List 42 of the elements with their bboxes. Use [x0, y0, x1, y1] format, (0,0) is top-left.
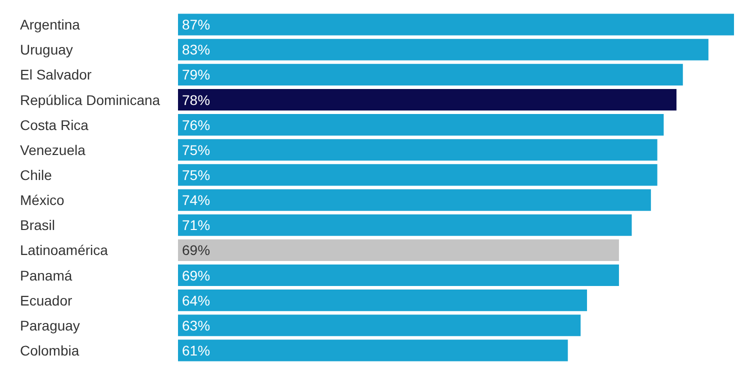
bar	[178, 314, 581, 336]
data-label: 83%	[182, 42, 210, 58]
y-tick-label: Costa Rica	[20, 116, 89, 133]
data-label: 64%	[182, 292, 210, 308]
data-label: 78%	[182, 92, 210, 108]
y-tick-label: Argentina	[20, 16, 80, 33]
bar	[178, 264, 619, 286]
y-tick-label: El Salvador	[20, 66, 92, 83]
bar	[178, 214, 632, 236]
bar	[178, 189, 651, 211]
bar	[178, 164, 658, 186]
bar	[178, 64, 683, 86]
y-tick-label: Venezuela	[20, 142, 86, 158]
y-tick-label: Latinoamérica	[20, 242, 108, 258]
data-label: 71%	[182, 217, 210, 234]
bar	[178, 340, 568, 362]
y-tick-label: Ecuador	[20, 292, 72, 308]
data-label: 75%	[182, 166, 210, 183]
y-tick-label: Uruguay	[20, 42, 73, 58]
y-tick-label: Panamá	[20, 267, 72, 284]
y-tick-label: Paraguay	[20, 317, 80, 334]
bar	[178, 290, 588, 312]
bar	[178, 139, 658, 161]
y-tick-label: República Dominicana	[20, 92, 160, 108]
data-label: 69%	[182, 267, 210, 284]
bar	[178, 14, 734, 36]
y-tick-label: México	[20, 192, 65, 208]
bar	[178, 239, 619, 261]
data-label: 87%	[182, 16, 210, 33]
y-tick-label: Colombia	[20, 342, 80, 358]
bar	[178, 38, 708, 60]
data-label: 69%	[182, 242, 210, 258]
bar	[178, 114, 664, 136]
data-label: 79%	[182, 66, 210, 83]
y-tick-label: Brasil	[20, 217, 56, 234]
data-label: 63%	[182, 317, 210, 334]
data-label: 74%	[182, 192, 210, 208]
bar	[178, 88, 676, 111]
data-label: 76%	[182, 116, 210, 133]
data-label: 61%	[182, 342, 210, 358]
data-label: 75%	[182, 142, 210, 158]
y-tick-label: Chile	[20, 166, 52, 183]
